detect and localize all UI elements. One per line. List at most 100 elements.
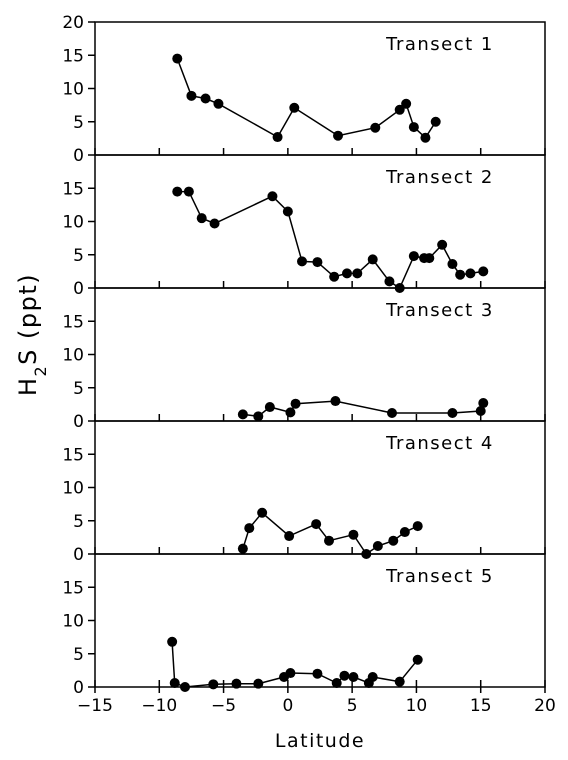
y-tick-label: 10 [62,80,84,100]
x-tick-label: −15 [77,696,113,716]
data-point [348,672,359,683]
panel-title: Transect 4 [385,433,494,454]
data-point [285,407,296,418]
data-point [387,408,397,419]
data-point [408,251,419,262]
data-point [264,402,275,413]
data-point [282,206,293,217]
panel-title: Transect 5 [385,566,494,587]
data-point [257,507,268,518]
y-tick-label: 15 [62,46,84,66]
data-point [412,521,423,532]
x-tick-label: 10 [406,696,428,716]
data-point [312,668,323,679]
data-point [209,218,220,229]
x-tick-label: 5 [347,696,358,716]
y-tick-label: 5 [73,645,84,665]
y-tick-label: 5 [73,512,84,532]
data-point [290,398,301,409]
data-point [330,396,341,407]
data-point [408,122,419,133]
data-point [253,411,264,422]
data-point [272,132,283,143]
data-point [455,269,466,280]
data-point [285,668,296,679]
data-point [478,398,489,409]
data-point [180,682,190,692]
data-line [242,400,485,418]
data-point [348,529,359,540]
data-point [297,256,307,267]
data-point [284,531,295,542]
y-tick-label: 0 [73,678,84,698]
data-point [167,636,178,647]
data-point [370,122,381,133]
x-tick-label: 20 [534,696,556,716]
y-tick-label: 5 [73,379,84,399]
y-tick-label: 10 [62,346,84,366]
data-point [342,268,352,279]
data-point [420,132,431,143]
data-point [231,678,242,689]
data-point [401,98,412,109]
data-point [447,259,458,270]
y-axis-label-part: 2 [31,365,50,377]
data-point [412,654,423,665]
x-tick-label: 15 [470,696,492,716]
data-point [388,535,399,546]
data-point [311,519,322,530]
data-point [331,678,342,689]
panel-title: Transect 1 [385,34,494,55]
data-line [171,641,419,688]
data-point [186,90,197,101]
data-point [447,408,458,419]
y-tick-label: 20 [62,13,84,33]
data-point [384,276,395,287]
data-point [312,257,323,268]
data-point [200,93,211,104]
y-tick-label: 15 [62,445,84,465]
x-axis-label: Latitude [275,730,365,752]
data-point [289,102,300,113]
data-point [172,53,183,64]
y-tick-label: 0 [73,545,84,565]
y-tick-label: 0 [73,279,84,299]
y-tick-label: 15 [62,312,84,332]
y-tick-label: 5 [73,246,84,266]
data-point [237,543,248,554]
panel-title: Transect 2 [385,167,494,188]
data-point [244,523,255,534]
data-point [237,409,248,420]
y-tick-label: 15 [62,578,84,598]
data-line [242,511,419,556]
data-point [367,672,378,683]
y-tick-label: 5 [73,113,84,133]
data-point [352,268,363,279]
data-point [475,406,486,417]
data-point [430,116,441,127]
data-point [394,104,405,115]
data-point [172,186,183,197]
data-point [329,271,340,282]
data-line [176,58,437,139]
data-line [177,190,484,290]
data-point [424,253,435,264]
data-point [339,670,350,681]
data-point [437,239,448,250]
y-tick-label: 0 [73,412,84,432]
data-point [333,130,343,141]
data-point [324,535,334,546]
data-point [253,678,264,689]
y-axis-label-part: H [14,377,42,397]
data-point [399,527,410,538]
data-point [465,268,476,279]
y-tick-label: 10 [62,479,84,499]
data-point [367,254,378,265]
data-point [169,678,180,689]
data-point [213,98,224,109]
y-tick-label: 15 [62,179,84,199]
y-axis-label: H2S (ppt) [14,273,50,396]
panel-title: Transect 3 [385,300,494,321]
x-tick-label: −5 [211,696,236,716]
